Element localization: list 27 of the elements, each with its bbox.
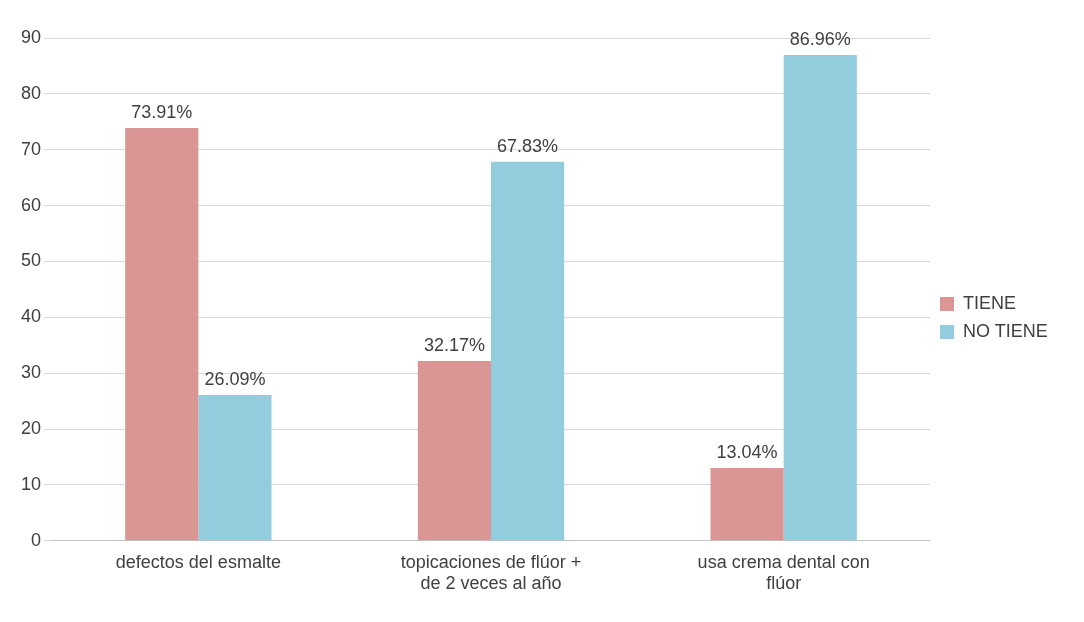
data-label: 67.83% [497,135,559,156]
x-tick-label: usa crema dental con flúor [697,551,870,594]
legend-label: NO TIENE [962,320,1048,341]
data-label: 26.09% [204,369,266,390]
data-label: 86.96% [789,28,851,49]
y-tick-label: 60 [20,194,42,215]
data-label: 13.04% [716,441,778,462]
legend-label: TIENE [962,292,1017,313]
y-tick-label: 90 [20,26,42,47]
data-label: 32.17% [423,335,485,356]
data-label: 73.91% [131,101,193,122]
bar [125,127,199,541]
y-tick-label: 50 [20,250,42,271]
y-tick-label: 70 [20,138,42,159]
y-tick-label: 30 [20,362,42,383]
y-tick-label: 40 [20,306,42,327]
y-tick-label: 80 [20,82,42,103]
x-tick-label: topicaciones de flúor + de 2 veces al año [400,551,582,594]
bar [417,361,492,541]
y-tick-label: 20 [20,418,42,439]
y-tick-label: 0 [31,529,42,550]
bar [710,467,784,541]
bar [198,395,272,541]
x-tick-label: defectos del esmalte [115,551,281,572]
y-tick-label: 10 [20,473,42,494]
bar [783,54,857,541]
bar [491,161,565,541]
